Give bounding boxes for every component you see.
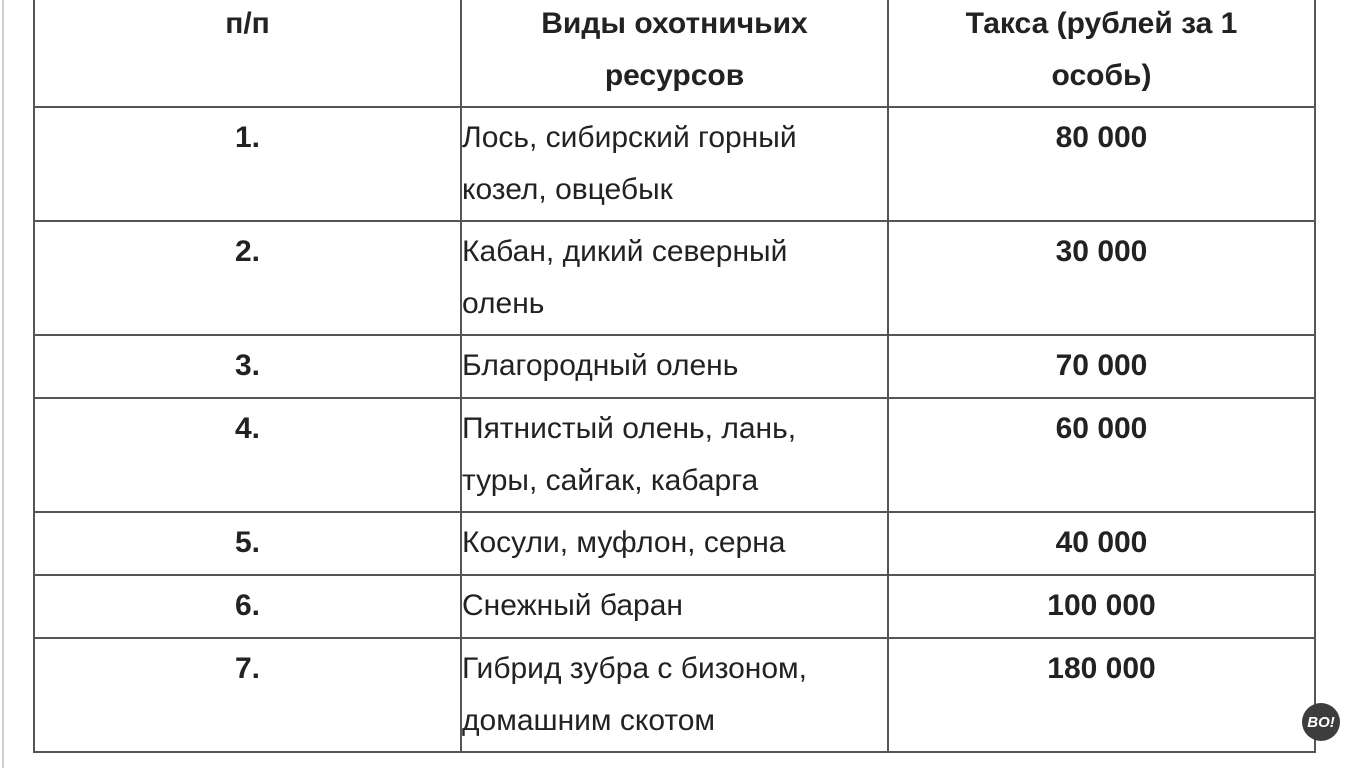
row-number: 2.	[33, 220, 462, 336]
table-row: 6. Снежный баран 100 000	[33, 574, 1316, 639]
row-species: Косули, муфлон, серна	[460, 511, 889, 576]
table-row: 1. Лось, сибирский горный козел, овцебык…	[33, 106, 1316, 222]
channel-logo: BO!	[1302, 703, 1340, 741]
row-price: 100 000	[887, 574, 1316, 639]
table-row: 3. Благородный олень 70 000	[33, 334, 1316, 399]
row-species: Снежный баран	[460, 574, 889, 639]
table-row: 4. Пятнистый олень, лань, туры, сайгак, …	[33, 397, 1316, 513]
row-price: 40 000	[887, 511, 1316, 576]
header-tax: Такса (рублей за 1 особь)	[887, 0, 1316, 108]
row-price: 30 000	[887, 220, 1316, 336]
row-species: Благородный олень	[460, 334, 889, 399]
left-edge-divider	[2, 0, 4, 768]
row-number: 3.	[33, 334, 462, 399]
hunting-tax-table: п/п Виды охотничьих ресурсов Такса (рубл…	[33, 0, 1316, 753]
table-row: 5. Косули, муфлон, серна 40 000	[33, 511, 1316, 576]
row-species: Кабан, дикий северный олень	[460, 220, 889, 336]
row-species: Пятнистый олень, лань, туры, сайгак, каб…	[460, 397, 889, 513]
row-number: 1.	[33, 106, 462, 222]
header-number: п/п	[33, 0, 462, 108]
row-number: 6.	[33, 574, 462, 639]
row-price: 80 000	[887, 106, 1316, 222]
header-row: п/п Виды охотничьих ресурсов Такса (рубл…	[33, 0, 1316, 108]
table-row: 7. Гибрид зубра с бизоном, домашним скот…	[33, 637, 1316, 753]
row-price: 60 000	[887, 397, 1316, 513]
header-species: Виды охотничьих ресурсов	[460, 0, 889, 108]
table-row: 2. Кабан, дикий северный олень 30 000	[33, 220, 1316, 336]
row-number: 4.	[33, 397, 462, 513]
row-number: 7.	[33, 637, 462, 753]
row-species: Лось, сибирский горный козел, овцебык	[460, 106, 889, 222]
row-price: 180 000	[887, 637, 1316, 753]
row-number: 5.	[33, 511, 462, 576]
row-species: Гибрид зубра с бизоном, домашним скотом	[460, 637, 889, 753]
row-price: 70 000	[887, 334, 1316, 399]
